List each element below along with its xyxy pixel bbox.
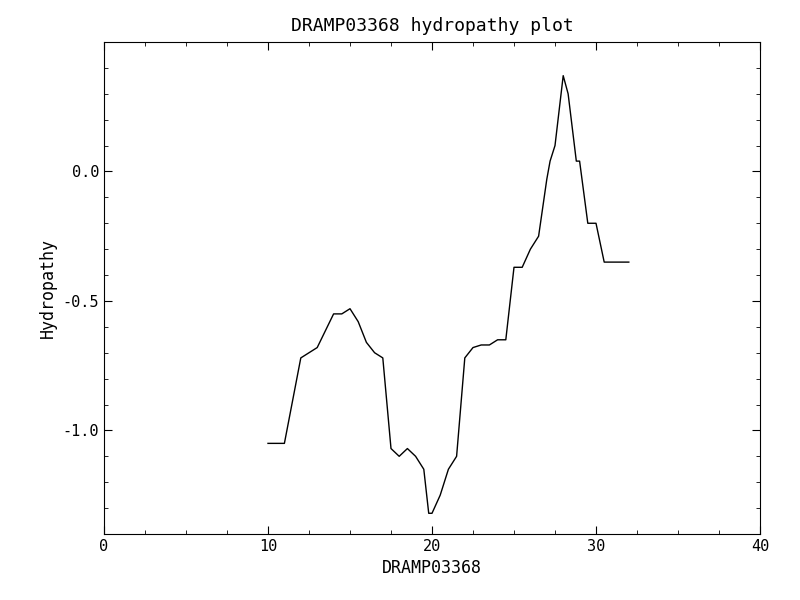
Title: DRAMP03368 hydropathy plot: DRAMP03368 hydropathy plot [290, 17, 574, 35]
Y-axis label: Hydropathy: Hydropathy [39, 238, 57, 338]
X-axis label: DRAMP03368: DRAMP03368 [382, 559, 482, 577]
